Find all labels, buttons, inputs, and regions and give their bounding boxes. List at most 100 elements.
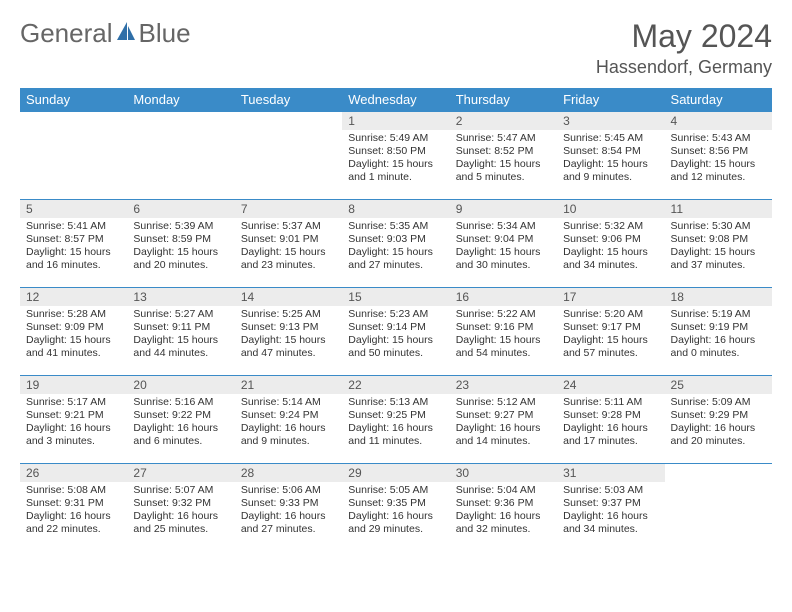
day-number: 8 bbox=[342, 200, 449, 218]
day-number: 9 bbox=[450, 200, 557, 218]
month-title: May 2024 bbox=[596, 18, 772, 55]
calendar-day-cell: 17Sunrise: 5:20 AMSunset: 9:17 PMDayligh… bbox=[557, 288, 664, 376]
weekday-header: Tuesday bbox=[235, 88, 342, 112]
day-number: 27 bbox=[127, 464, 234, 482]
calendar-day-cell: 23Sunrise: 5:12 AMSunset: 9:27 PMDayligh… bbox=[450, 376, 557, 464]
day-details: Sunrise: 5:28 AMSunset: 9:09 PMDaylight:… bbox=[20, 306, 127, 365]
weekday-header: Saturday bbox=[665, 88, 772, 112]
day-details: Sunrise: 5:23 AMSunset: 9:14 PMDaylight:… bbox=[342, 306, 449, 365]
day-details: Sunrise: 5:13 AMSunset: 9:25 PMDaylight:… bbox=[342, 394, 449, 453]
calendar-week-row: 19Sunrise: 5:17 AMSunset: 9:21 PMDayligh… bbox=[20, 376, 772, 464]
title-block: May 2024 Hassendorf, Germany bbox=[596, 18, 772, 78]
calendar-empty-cell bbox=[665, 464, 772, 552]
day-details: Sunrise: 5:07 AMSunset: 9:32 PMDaylight:… bbox=[127, 482, 234, 541]
calendar-day-cell: 27Sunrise: 5:07 AMSunset: 9:32 PMDayligh… bbox=[127, 464, 234, 552]
day-details: Sunrise: 5:14 AMSunset: 9:24 PMDaylight:… bbox=[235, 394, 342, 453]
calendar-day-cell: 6Sunrise: 5:39 AMSunset: 8:59 PMDaylight… bbox=[127, 200, 234, 288]
day-details: Sunrise: 5:08 AMSunset: 9:31 PMDaylight:… bbox=[20, 482, 127, 541]
calendar-day-cell: 18Sunrise: 5:19 AMSunset: 9:19 PMDayligh… bbox=[665, 288, 772, 376]
day-details: Sunrise: 5:43 AMSunset: 8:56 PMDaylight:… bbox=[665, 130, 772, 189]
day-number: 7 bbox=[235, 200, 342, 218]
logo-word1: General bbox=[20, 18, 113, 49]
calendar-day-cell: 2Sunrise: 5:47 AMSunset: 8:52 PMDaylight… bbox=[450, 112, 557, 200]
day-details: Sunrise: 5:04 AMSunset: 9:36 PMDaylight:… bbox=[450, 482, 557, 541]
day-number: 28 bbox=[235, 464, 342, 482]
calendar-day-cell: 22Sunrise: 5:13 AMSunset: 9:25 PMDayligh… bbox=[342, 376, 449, 464]
day-details: Sunrise: 5:45 AMSunset: 8:54 PMDaylight:… bbox=[557, 130, 664, 189]
day-number: 4 bbox=[665, 112, 772, 130]
page-header: General Blue May 2024 Hassendorf, German… bbox=[20, 18, 772, 78]
calendar-day-cell: 1Sunrise: 5:49 AMSunset: 8:50 PMDaylight… bbox=[342, 112, 449, 200]
calendar-head: SundayMondayTuesdayWednesdayThursdayFrid… bbox=[20, 88, 772, 112]
day-number: 21 bbox=[235, 376, 342, 394]
weekday-header: Monday bbox=[127, 88, 234, 112]
day-number: 25 bbox=[665, 376, 772, 394]
calendar-week-row: 5Sunrise: 5:41 AMSunset: 8:57 PMDaylight… bbox=[20, 200, 772, 288]
day-number: 24 bbox=[557, 376, 664, 394]
calendar-day-cell: 8Sunrise: 5:35 AMSunset: 9:03 PMDaylight… bbox=[342, 200, 449, 288]
weekday-header: Wednesday bbox=[342, 88, 449, 112]
day-details: Sunrise: 5:34 AMSunset: 9:04 PMDaylight:… bbox=[450, 218, 557, 277]
calendar-day-cell: 26Sunrise: 5:08 AMSunset: 9:31 PMDayligh… bbox=[20, 464, 127, 552]
calendar-day-cell: 9Sunrise: 5:34 AMSunset: 9:04 PMDaylight… bbox=[450, 200, 557, 288]
day-number: 29 bbox=[342, 464, 449, 482]
day-number: 14 bbox=[235, 288, 342, 306]
calendar-day-cell: 28Sunrise: 5:06 AMSunset: 9:33 PMDayligh… bbox=[235, 464, 342, 552]
day-number: 12 bbox=[20, 288, 127, 306]
calendar-day-cell: 19Sunrise: 5:17 AMSunset: 9:21 PMDayligh… bbox=[20, 376, 127, 464]
calendar-day-cell: 14Sunrise: 5:25 AMSunset: 9:13 PMDayligh… bbox=[235, 288, 342, 376]
calendar-day-cell: 29Sunrise: 5:05 AMSunset: 9:35 PMDayligh… bbox=[342, 464, 449, 552]
day-details: Sunrise: 5:27 AMSunset: 9:11 PMDaylight:… bbox=[127, 306, 234, 365]
day-number: 30 bbox=[450, 464, 557, 482]
calendar-week-row: 1Sunrise: 5:49 AMSunset: 8:50 PMDaylight… bbox=[20, 112, 772, 200]
day-number: 31 bbox=[557, 464, 664, 482]
calendar-day-cell: 31Sunrise: 5:03 AMSunset: 9:37 PMDayligh… bbox=[557, 464, 664, 552]
day-number: 17 bbox=[557, 288, 664, 306]
calendar-day-cell: 16Sunrise: 5:22 AMSunset: 9:16 PMDayligh… bbox=[450, 288, 557, 376]
day-details: Sunrise: 5:03 AMSunset: 9:37 PMDaylight:… bbox=[557, 482, 664, 541]
calendar-week-row: 12Sunrise: 5:28 AMSunset: 9:09 PMDayligh… bbox=[20, 288, 772, 376]
calendar-day-cell: 21Sunrise: 5:14 AMSunset: 9:24 PMDayligh… bbox=[235, 376, 342, 464]
day-details: Sunrise: 5:06 AMSunset: 9:33 PMDaylight:… bbox=[235, 482, 342, 541]
day-details: Sunrise: 5:30 AMSunset: 9:08 PMDaylight:… bbox=[665, 218, 772, 277]
day-details: Sunrise: 5:41 AMSunset: 8:57 PMDaylight:… bbox=[20, 218, 127, 277]
calendar-day-cell: 30Sunrise: 5:04 AMSunset: 9:36 PMDayligh… bbox=[450, 464, 557, 552]
day-number: 26 bbox=[20, 464, 127, 482]
calendar-day-cell: 3Sunrise: 5:45 AMSunset: 8:54 PMDaylight… bbox=[557, 112, 664, 200]
day-details: Sunrise: 5:25 AMSunset: 9:13 PMDaylight:… bbox=[235, 306, 342, 365]
day-details: Sunrise: 5:19 AMSunset: 9:19 PMDaylight:… bbox=[665, 306, 772, 365]
location: Hassendorf, Germany bbox=[596, 57, 772, 78]
calendar-day-cell: 7Sunrise: 5:37 AMSunset: 9:01 PMDaylight… bbox=[235, 200, 342, 288]
day-details: Sunrise: 5:22 AMSunset: 9:16 PMDaylight:… bbox=[450, 306, 557, 365]
day-number: 1 bbox=[342, 112, 449, 130]
logo: General Blue bbox=[20, 18, 191, 49]
weekday-header: Friday bbox=[557, 88, 664, 112]
day-details: Sunrise: 5:39 AMSunset: 8:59 PMDaylight:… bbox=[127, 218, 234, 277]
day-number: 3 bbox=[557, 112, 664, 130]
day-number: 22 bbox=[342, 376, 449, 394]
day-number: 19 bbox=[20, 376, 127, 394]
calendar-day-cell: 15Sunrise: 5:23 AMSunset: 9:14 PMDayligh… bbox=[342, 288, 449, 376]
weekday-header: Thursday bbox=[450, 88, 557, 112]
day-details: Sunrise: 5:11 AMSunset: 9:28 PMDaylight:… bbox=[557, 394, 664, 453]
day-number: 23 bbox=[450, 376, 557, 394]
day-details: Sunrise: 5:47 AMSunset: 8:52 PMDaylight:… bbox=[450, 130, 557, 189]
calendar-day-cell: 11Sunrise: 5:30 AMSunset: 9:08 PMDayligh… bbox=[665, 200, 772, 288]
calendar-day-cell: 13Sunrise: 5:27 AMSunset: 9:11 PMDayligh… bbox=[127, 288, 234, 376]
calendar-day-cell: 4Sunrise: 5:43 AMSunset: 8:56 PMDaylight… bbox=[665, 112, 772, 200]
calendar-body: 1Sunrise: 5:49 AMSunset: 8:50 PMDaylight… bbox=[20, 112, 772, 552]
day-details: Sunrise: 5:35 AMSunset: 9:03 PMDaylight:… bbox=[342, 218, 449, 277]
day-number: 2 bbox=[450, 112, 557, 130]
sail-icon bbox=[115, 18, 137, 49]
calendar-empty-cell bbox=[235, 112, 342, 200]
calendar-day-cell: 10Sunrise: 5:32 AMSunset: 9:06 PMDayligh… bbox=[557, 200, 664, 288]
calendar-day-cell: 12Sunrise: 5:28 AMSunset: 9:09 PMDayligh… bbox=[20, 288, 127, 376]
logo-word2: Blue bbox=[139, 18, 191, 49]
day-details: Sunrise: 5:20 AMSunset: 9:17 PMDaylight:… bbox=[557, 306, 664, 365]
day-details: Sunrise: 5:05 AMSunset: 9:35 PMDaylight:… bbox=[342, 482, 449, 541]
calendar-day-cell: 25Sunrise: 5:09 AMSunset: 9:29 PMDayligh… bbox=[665, 376, 772, 464]
calendar-empty-cell bbox=[20, 112, 127, 200]
day-number: 11 bbox=[665, 200, 772, 218]
calendar-table: SundayMondayTuesdayWednesdayThursdayFrid… bbox=[20, 88, 772, 552]
day-details: Sunrise: 5:17 AMSunset: 9:21 PMDaylight:… bbox=[20, 394, 127, 453]
